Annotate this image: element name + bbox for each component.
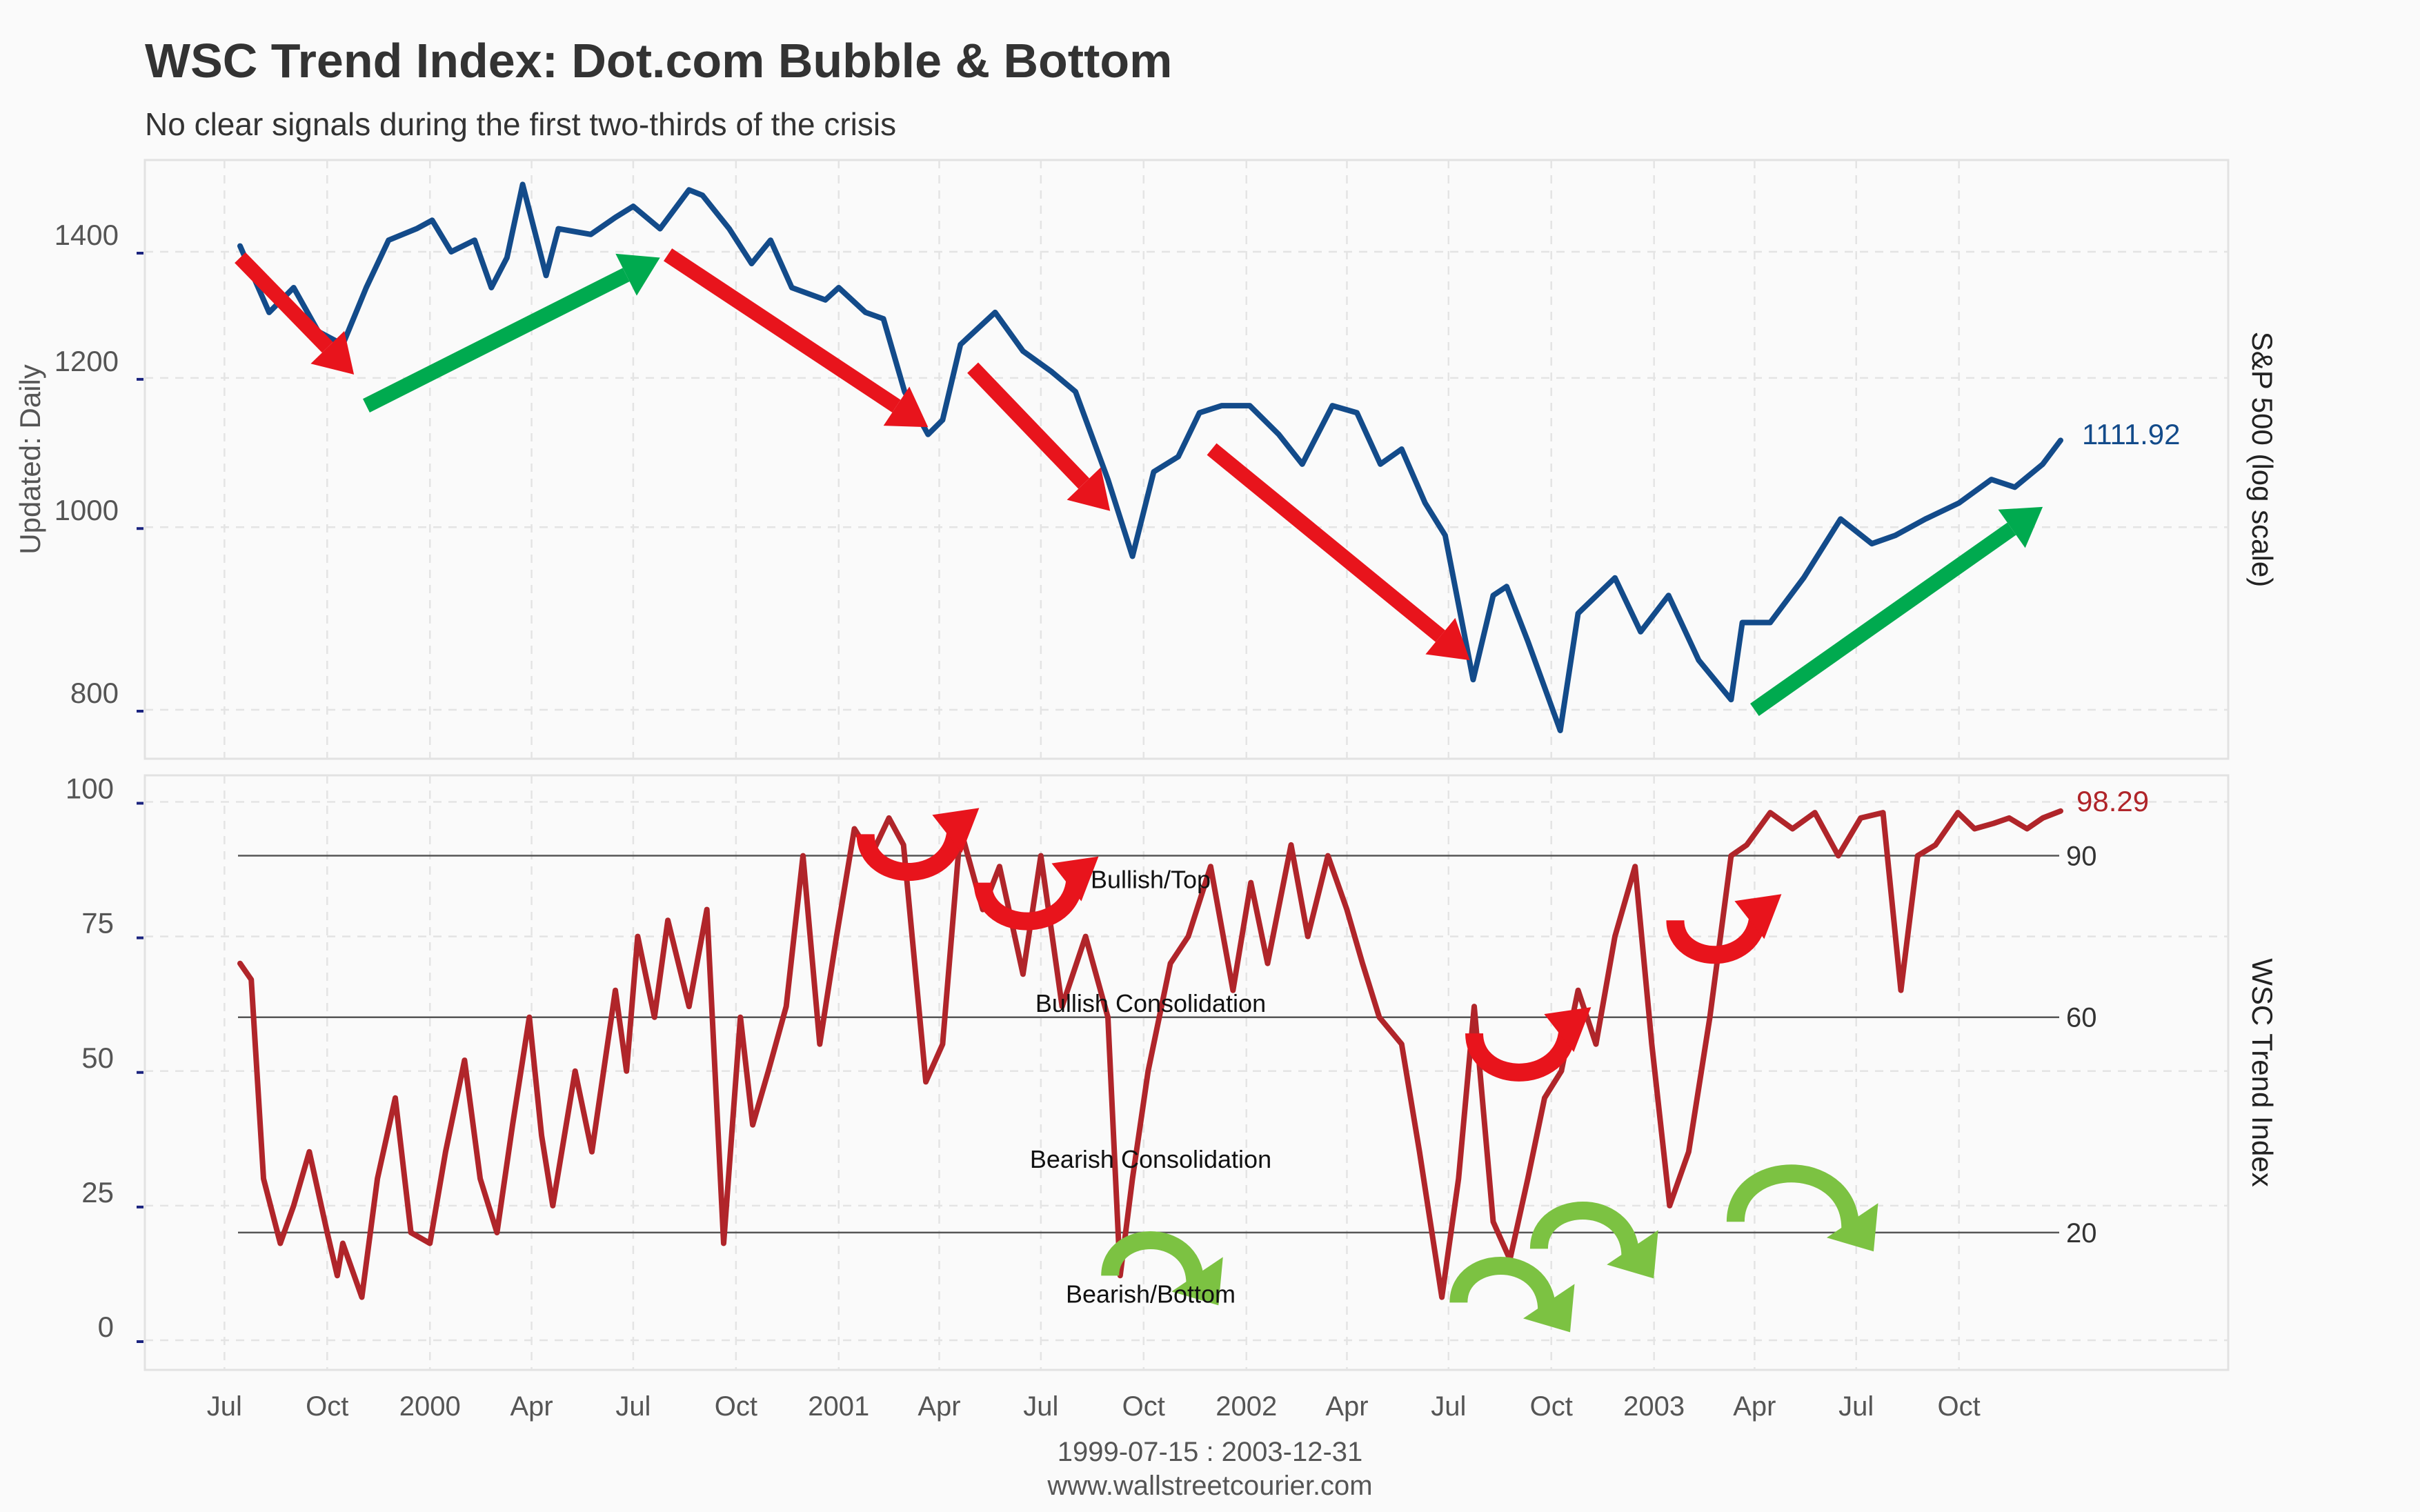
threshold-label-20: 20 bbox=[2066, 1218, 2097, 1249]
chart-title: WSC Trend Index: Dot.com Bubble & Bottom bbox=[145, 34, 1173, 88]
bullish-arrow-head bbox=[615, 253, 660, 296]
y-tick-label: 100 bbox=[66, 773, 114, 805]
bottom-turn-arrow-arc bbox=[1101, 1231, 1204, 1289]
zone-label: Bearish Consolidation bbox=[1030, 1145, 1271, 1173]
left-axis-title: Updated: Daily bbox=[14, 364, 46, 554]
x-tick-label: Jul bbox=[1023, 1391, 1058, 1422]
bottom-turn-arrow-arc bbox=[1449, 1257, 1556, 1316]
sp500-line bbox=[237, 181, 2063, 733]
bullish-arrow-shaft bbox=[362, 268, 630, 412]
zone-label: Bullish/Top bbox=[1091, 865, 1211, 893]
bottom-turn-arrow-head bbox=[1523, 1284, 1575, 1333]
threshold-label-90: 90 bbox=[2066, 842, 2097, 872]
bullish-arrow bbox=[1750, 506, 2043, 716]
bottom-turn-arrow-arc bbox=[1726, 1164, 1860, 1235]
x-tick-label: 2001 bbox=[808, 1391, 869, 1422]
x-tick-label: Apr bbox=[510, 1391, 553, 1422]
x-tick-label: Oct bbox=[306, 1391, 348, 1422]
x-tick-label: 2003 bbox=[1623, 1391, 1685, 1422]
bottom-turn-arrow bbox=[1449, 1257, 1575, 1333]
bullish-arrow bbox=[362, 253, 660, 412]
x-tick-label: Oct bbox=[715, 1391, 757, 1422]
bearish-arrow-head bbox=[883, 386, 929, 428]
top-turn-arrow bbox=[1666, 894, 1782, 964]
x-tick-label: 2002 bbox=[1216, 1391, 1277, 1422]
right-axis-title-bottom: WSC Trend Index bbox=[2246, 958, 2279, 1186]
top-turn-arrow-head bbox=[1544, 1007, 1591, 1053]
bearish-arrow-shaft bbox=[664, 248, 901, 413]
bottom-turn-arrow bbox=[1529, 1202, 1658, 1279]
bearish-arrow-shaft bbox=[967, 362, 1090, 489]
x-tick-label: Apr bbox=[918, 1391, 960, 1422]
x-tick-label: Jul bbox=[1838, 1391, 1874, 1422]
bearish-arrow-shaft bbox=[235, 252, 333, 353]
x-tick-label: Oct bbox=[1530, 1391, 1573, 1422]
y-tick-label: 75 bbox=[81, 907, 114, 939]
top-turn-arrow-arc bbox=[856, 821, 965, 881]
right-axis-title-top: S&P 500 (log scale) bbox=[2246, 332, 2279, 587]
y-tick-label: 1000 bbox=[54, 494, 119, 526]
bottom-turn-arrow bbox=[1726, 1164, 1878, 1252]
x-tick-label: Jul bbox=[615, 1391, 651, 1422]
bottom-turn-arrow bbox=[1101, 1231, 1223, 1306]
bearish-arrow-head bbox=[1425, 617, 1470, 661]
chart-subtitle: No clear signals during the first two-th… bbox=[145, 106, 897, 142]
bottom-turn-arrow-arc bbox=[1529, 1202, 1640, 1262]
x-tick-label: Apr bbox=[1325, 1391, 1368, 1422]
top-turn-arrow bbox=[973, 856, 1099, 931]
y-tick-label: 0 bbox=[98, 1311, 114, 1343]
zone-label: Bullish Consolidation bbox=[1035, 989, 1266, 1017]
y-tick-label: 1400 bbox=[54, 219, 119, 251]
x-tick-label: Oct bbox=[1122, 1391, 1165, 1422]
bearish-arrow bbox=[235, 252, 355, 375]
bearish-arrow bbox=[1207, 443, 1470, 661]
bullish-arrow-shaft bbox=[1750, 522, 2016, 716]
date-range-label: 1999-07-15 : 2003-12-31 bbox=[1057, 1437, 1363, 1467]
x-tick-label: Jul bbox=[207, 1391, 242, 1422]
top-turn-arrow bbox=[1465, 1007, 1591, 1082]
source-url: www.wallstreetcourier.com bbox=[1047, 1471, 1373, 1501]
top-turn-arrow-arc bbox=[1465, 1020, 1577, 1082]
x-tick-label: Oct bbox=[1938, 1391, 1981, 1422]
y-tick-label: 25 bbox=[81, 1176, 114, 1208]
trend-index-line bbox=[237, 808, 2063, 1300]
bottom-turn-arrow-head bbox=[1826, 1203, 1878, 1252]
y-tick-label: 50 bbox=[81, 1042, 114, 1074]
top-turn-arrow-head bbox=[1734, 894, 1782, 939]
top-turn-arrow-head bbox=[932, 808, 980, 853]
top-turn-arrow-head bbox=[1051, 856, 1099, 902]
x-tick-label: 2000 bbox=[399, 1391, 461, 1422]
bottom-panel-frame bbox=[143, 774, 2230, 1371]
x-tick-label: Apr bbox=[1733, 1391, 1776, 1422]
threshold-label-60: 60 bbox=[2066, 1003, 2097, 1033]
bottom-turn-arrow-head bbox=[1607, 1230, 1658, 1279]
x-tick-label: Jul bbox=[1431, 1391, 1466, 1422]
top-turn-arrow-arc bbox=[1666, 907, 1767, 964]
bearish-arrow bbox=[664, 248, 929, 428]
y-tick-label: 1200 bbox=[54, 345, 119, 377]
zone-label: Bearish/Bottom bbox=[1066, 1280, 1236, 1308]
top-turn-arrow-arc bbox=[973, 869, 1084, 931]
bearish-arrow bbox=[967, 362, 1111, 511]
bearish-arrow-shaft bbox=[1207, 443, 1445, 642]
bullish-arrow-head bbox=[1998, 506, 2043, 548]
bottom-turn-arrow-head bbox=[1171, 1257, 1223, 1306]
bearish-arrow-head bbox=[1067, 467, 1111, 511]
y-tick-label: 800 bbox=[70, 677, 119, 709]
top-panel-frame bbox=[143, 159, 2230, 760]
bearish-arrow-head bbox=[310, 330, 355, 375]
sp500-last-value: 1111.92 bbox=[2082, 418, 2180, 450]
top-turn-arrow bbox=[856, 808, 980, 881]
trend-index-last-value: 98.29 bbox=[2076, 785, 2149, 817]
